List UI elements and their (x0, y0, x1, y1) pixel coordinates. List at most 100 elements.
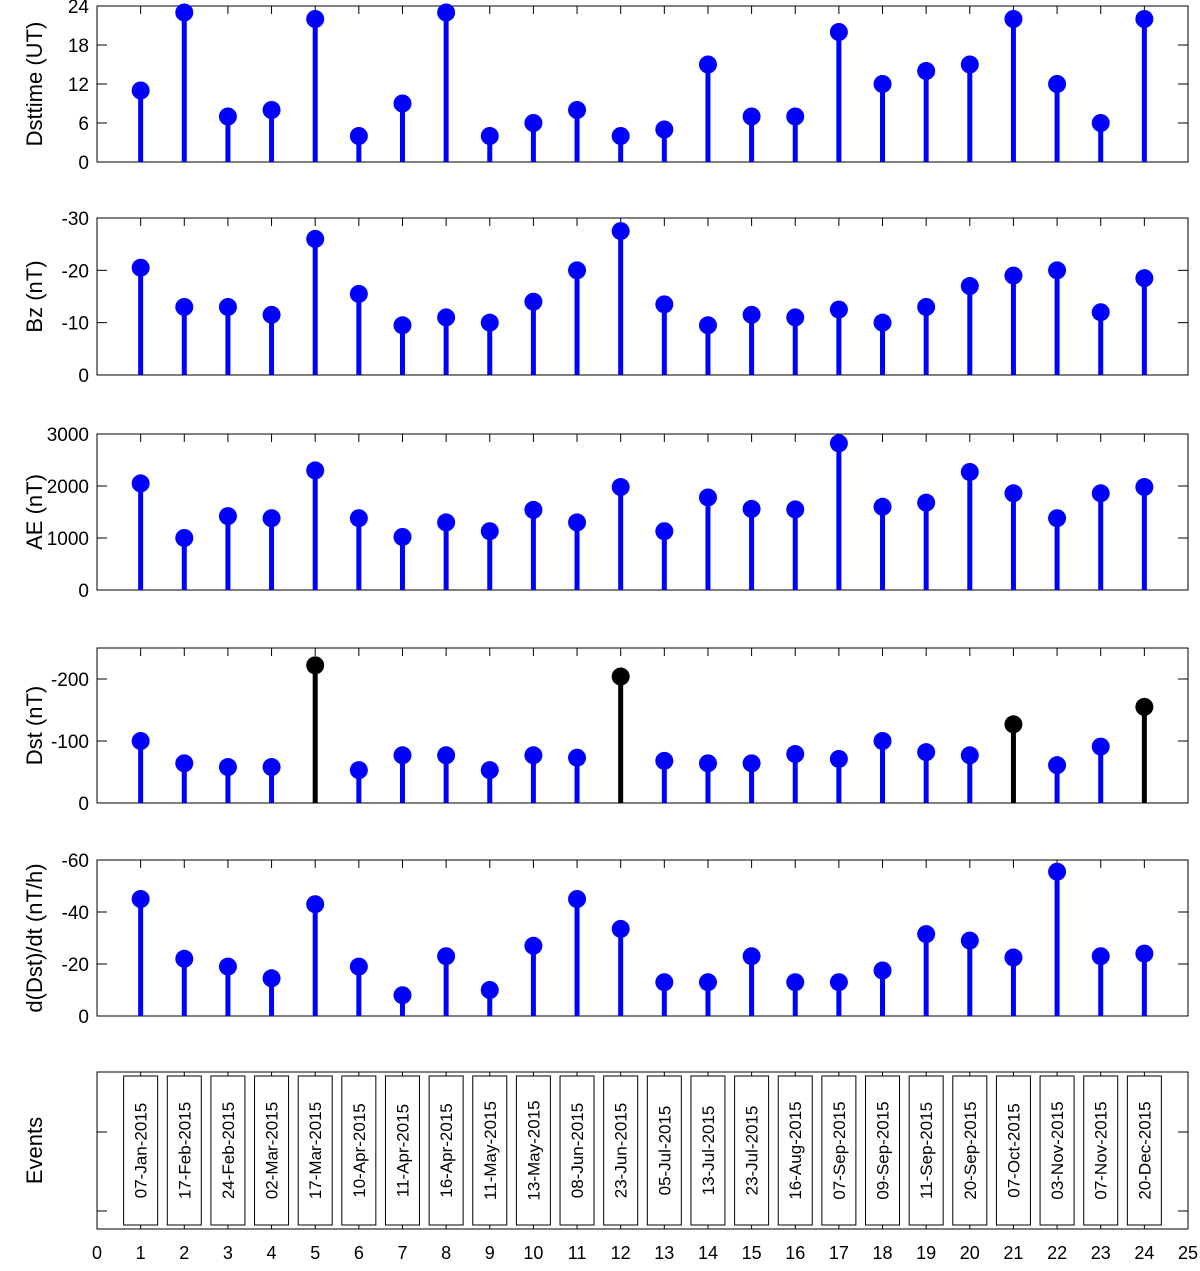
event-label: 08-Jun-2015 (568, 1103, 587, 1198)
stem-marker (131, 81, 150, 100)
x-tick-label: 6 (354, 1243, 364, 1263)
x-tick-label: 4 (267, 1243, 277, 1263)
y-tick-label: 0 (78, 1007, 89, 1028)
axes-frame-5 (96, 859, 1189, 1017)
stem-marker (218, 957, 237, 976)
stem-marker (524, 936, 543, 955)
stem-marker (917, 493, 936, 512)
event-label: 11-May-2015 (481, 1101, 500, 1200)
stem-marker (218, 758, 237, 777)
x-tick-label: 19 (916, 1243, 936, 1263)
event-label: 17-Feb-2015 (175, 1102, 194, 1199)
stem-marker (306, 10, 325, 28)
x-tick-label: 12 (611, 1243, 631, 1263)
stem-marker (655, 522, 674, 541)
x-tick-label: 24 (1134, 1243, 1154, 1263)
event-box (603, 1075, 639, 1226)
event-label: 02-Mar-2015 (263, 1102, 282, 1199)
y-tick-label: 3000 (47, 425, 89, 446)
stem-marker (786, 745, 805, 764)
stem-marker (131, 258, 150, 277)
stem-marker (437, 947, 456, 966)
stem-marker (655, 751, 674, 770)
x-tick-label: 16 (785, 1243, 805, 1263)
stem-marker (1048, 862, 1067, 881)
stem-marker (262, 305, 281, 324)
x-tick-label: 18 (873, 1243, 893, 1263)
stem-marker (786, 107, 805, 126)
stem-marker (306, 895, 325, 914)
stem-marker (393, 746, 412, 765)
axes-frame-4 (96, 647, 1189, 804)
stem-marker (1004, 484, 1023, 503)
event-label: 13-Jul-2015 (699, 1106, 718, 1196)
x-tick-label: 14 (698, 1243, 718, 1263)
y-tick-label: -30 (62, 209, 89, 230)
event-label: 24-Feb-2015 (219, 1102, 238, 1199)
y-tick-label: -20 (62, 261, 89, 282)
x-tick-label: 20 (960, 1243, 980, 1263)
stem-marker (1091, 303, 1110, 322)
event-box (995, 1075, 1031, 1226)
stem-marker (218, 507, 237, 526)
stem-marker (960, 462, 979, 481)
x-tick-label: 9 (485, 1243, 495, 1263)
x-tick-label: 13 (654, 1243, 674, 1263)
stem-marker (829, 749, 848, 768)
stem-marker (1004, 266, 1023, 285)
stem-marker (1004, 715, 1023, 734)
stem-marker (698, 488, 717, 507)
stem-marker (480, 761, 499, 780)
stem-marker (1004, 10, 1023, 28)
y-tick-label: -20 (62, 955, 89, 976)
stem-marker (917, 62, 936, 80)
stem-marker (960, 746, 979, 765)
stem-marker (655, 295, 674, 314)
y-tick-label: 0 (78, 366, 89, 387)
y-tick-label: -60 (62, 851, 89, 872)
stem-marker (829, 973, 848, 992)
stem-marker (175, 3, 194, 22)
y-tick-label: 24 (68, 0, 90, 18)
event-box (254, 1075, 290, 1226)
stem-marker (1048, 261, 1067, 280)
x-tick-label: 17 (829, 1243, 849, 1263)
stem-marker (568, 513, 587, 532)
x-tick-label: 8 (441, 1243, 451, 1263)
y-tick-label: -100 (51, 732, 89, 753)
stem-marker (1135, 478, 1154, 497)
y-tick-label: 6 (78, 114, 89, 135)
y-tick-label: -40 (62, 903, 89, 924)
stem-marker (175, 529, 194, 547)
stem-marker (218, 107, 237, 126)
stem-marker (1135, 944, 1154, 963)
x-tick-label: 21 (1003, 1243, 1023, 1263)
event-box (952, 1075, 988, 1226)
stem-marker (1135, 697, 1154, 716)
stem-marker (524, 114, 543, 132)
event-label: 07-Jan-2015 (132, 1103, 151, 1198)
stem-marker (218, 297, 237, 316)
event-box (166, 1075, 202, 1226)
y-axis-label-4: Dst (nT) (22, 686, 47, 765)
stem-marker (698, 316, 717, 335)
event-label: 16-Apr-2015 (437, 1103, 456, 1198)
y-axis-label-6: Events (22, 1117, 47, 1184)
stem-marker (873, 313, 892, 332)
stem-marker (175, 754, 194, 773)
y-axis-label-5: d(Dst)/dt (nT/h) (22, 863, 47, 1012)
stem-marker (393, 527, 412, 546)
event-box (1083, 1075, 1119, 1226)
stem-marker (917, 297, 936, 316)
event-label: 11-Sep-2015 (917, 1102, 936, 1199)
stem-marker (873, 75, 892, 93)
stem-marker (349, 957, 368, 976)
stem-marker (917, 925, 936, 944)
stem-marker (175, 949, 194, 968)
stem-marker (568, 748, 587, 767)
event-box (210, 1075, 246, 1226)
stem-marker (262, 509, 281, 528)
stem-marker (437, 513, 456, 532)
